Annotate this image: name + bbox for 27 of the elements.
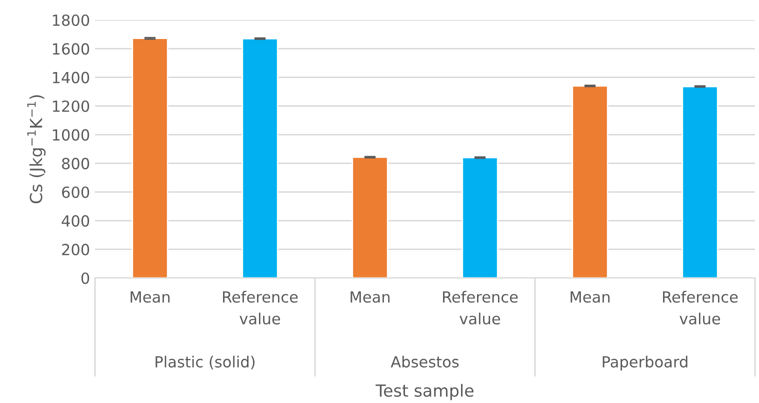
y-tick-label: 200 — [62, 244, 90, 256]
x-tick-label: Reference value — [663, 290, 738, 324]
bar — [242, 38, 278, 278]
text: Absestos — [390, 356, 459, 368]
y-tick-label: 0 — [81, 272, 90, 284]
y-tick-label: 1400 — [52, 72, 90, 84]
y-axis-title: Cs (Jkg$^{−1}$K$^{−1}$) — [27, 95, 46, 204]
x-tick-label: Reference value — [443, 290, 518, 324]
text: Paperboard — [602, 356, 688, 371]
bar — [682, 86, 718, 278]
y-tick-label: 1800 — [52, 14, 90, 26]
y-tick-label: 1200 — [52, 100, 90, 112]
bar — [132, 38, 168, 278]
y-tick-label: 1600 — [52, 43, 90, 55]
x-tick-label: Mean — [570, 291, 610, 303]
x-axis-title: Test sample — [376, 384, 474, 400]
x-tick-label: Reference value — [223, 290, 298, 324]
bar — [352, 156, 388, 278]
x-tick-label: Mean — [130, 291, 170, 303]
bar — [462, 156, 498, 278]
bar — [572, 85, 608, 278]
y-tick-label: 800 — [62, 158, 90, 170]
y-tick-label: 400 — [62, 215, 90, 227]
text: Plastic (solid) — [156, 356, 255, 370]
y-tick-label: 1000 — [52, 129, 90, 141]
x-tick-label: Mean — [350, 291, 390, 303]
y-tick-label: 600 — [62, 186, 90, 198]
